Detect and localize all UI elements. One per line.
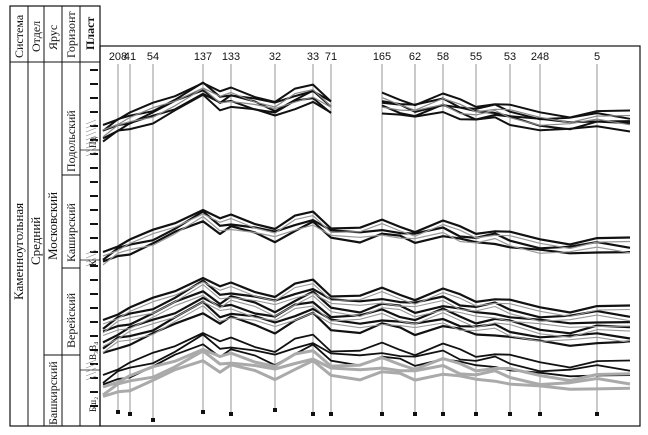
section-frame — [99, 45, 641, 427]
label-layer-v: В₃В₄ — [88, 342, 98, 360]
well-label-208: 208 — [109, 51, 127, 63]
correlation-curves — [102, 81, 631, 398]
well-label-133: 133 — [222, 51, 240, 63]
label-layer-b: Бш₂ — [88, 397, 98, 412]
well-marker-165 — [380, 412, 384, 416]
label-layer-k: К — [88, 259, 98, 266]
well-marker-54 — [151, 418, 155, 422]
label-horizon-kashira: Каширский — [64, 203, 78, 262]
well-marker-208 — [116, 410, 120, 414]
header-system: Система — [12, 14, 26, 58]
well-label-58: 58 — [437, 51, 449, 63]
correlation-curve — [102, 333, 631, 384]
label-stage-bashkir: Башкирский — [46, 361, 60, 425]
well-marker-33 — [311, 412, 315, 416]
correlation-curve — [102, 283, 631, 334]
header-horizon: Горизонт — [64, 11, 78, 58]
well-marker-53 — [508, 412, 512, 416]
correlation-curve — [102, 276, 631, 322]
strat-labels: Каменноугольная Средний Московский Башки… — [11, 110, 98, 425]
well-marker-5 — [595, 412, 599, 416]
correlation-curve — [102, 301, 631, 347]
well-label-5: 5 — [594, 51, 600, 63]
well-marker-133 — [229, 412, 233, 416]
well-label-55: 55 — [470, 51, 482, 63]
correlation-curve — [102, 220, 631, 263]
correlation-curve — [102, 215, 631, 266]
well-label-165: 165 — [373, 51, 391, 63]
well-label-71: 71 — [325, 51, 337, 63]
label-stage-moscow: Московский — [45, 192, 60, 260]
correlation-curve — [102, 210, 631, 261]
correlation-curve — [102, 347, 631, 389]
correlation-curve — [102, 208, 631, 254]
well-label-248: 248 — [531, 51, 549, 63]
correlation-curve — [102, 281, 631, 325]
label-horizon-podolsk: Подольский — [64, 110, 78, 172]
well-label-62: 62 — [409, 51, 421, 63]
well-marker-41 — [128, 412, 132, 416]
well-marker-62 — [413, 412, 417, 416]
correlation-curve — [102, 87, 631, 131]
header-stage: Ярус — [46, 25, 60, 50]
label-horizon-verei: Верейский — [64, 292, 78, 348]
well-marker-71 — [329, 412, 333, 416]
well-label-53: 53 — [504, 51, 516, 63]
well-marker-58 — [441, 412, 445, 416]
well-marker-137 — [201, 410, 205, 414]
correlation-curve — [102, 92, 631, 140]
label-layer-pd: Пд — [88, 137, 98, 148]
well-label-41: 41 — [124, 51, 136, 63]
well-marker-55 — [474, 412, 478, 416]
correlation-curve — [102, 349, 631, 397]
correlation-curve — [102, 305, 631, 354]
correlation-curve — [102, 87, 631, 138]
well-marker-248 — [538, 412, 542, 416]
correlation-curve — [102, 332, 631, 376]
label-system: Каменноугольная — [11, 203, 26, 300]
well-label-54: 54 — [147, 51, 159, 63]
correlation-curve — [102, 290, 631, 333]
header-labels: Система Отдел Ярус Горизонт Пласт — [12, 11, 97, 58]
well-label-33: 33 — [307, 51, 319, 63]
correlation-curve — [102, 294, 631, 337]
label-series: Средний — [28, 217, 43, 265]
correlation-curve — [102, 93, 631, 143]
header-series: Отдел — [29, 21, 43, 52]
correlation-curve — [102, 213, 631, 257]
correlation-curve — [102, 311, 631, 354]
well-label-137: 137 — [194, 51, 212, 63]
well-marker-32 — [273, 408, 277, 412]
well-label-32: 32 — [269, 51, 281, 63]
correlation-curve — [102, 359, 631, 398]
header-layer: Пласт — [83, 17, 97, 50]
